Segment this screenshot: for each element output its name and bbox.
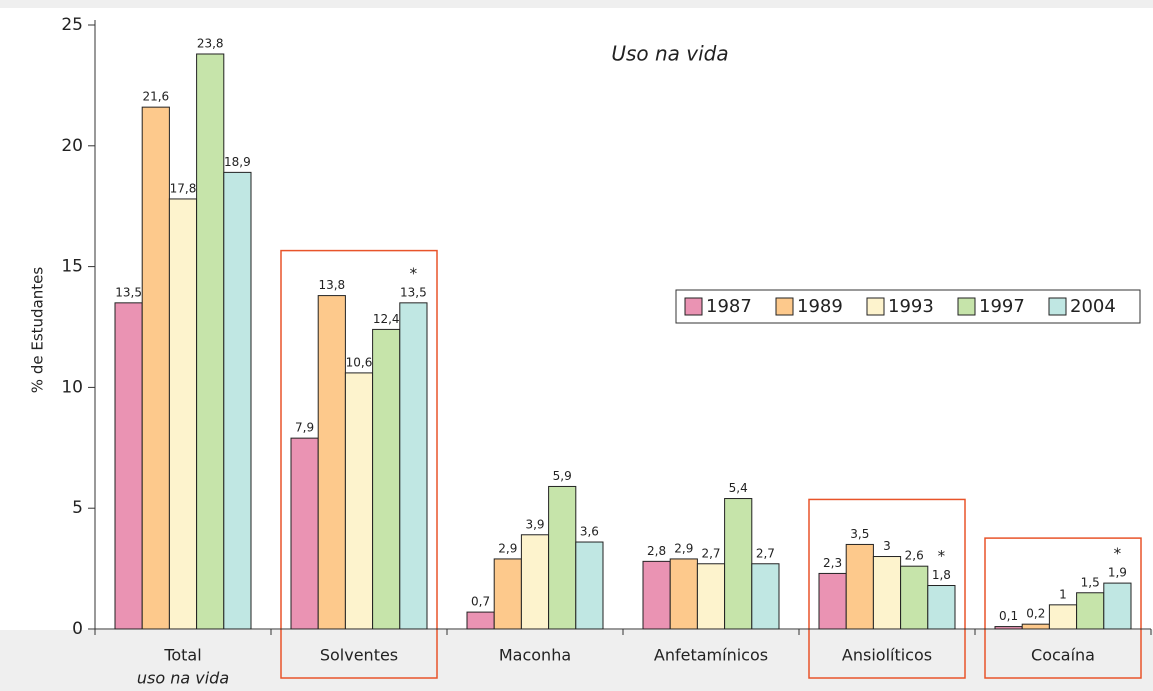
bar bbox=[900, 565, 929, 630]
note-marker: * bbox=[1114, 545, 1122, 563]
bar bbox=[466, 611, 495, 630]
bar bbox=[994, 626, 1023, 630]
bar bbox=[1103, 582, 1132, 630]
value-label: 2,8 bbox=[647, 544, 666, 558]
value-label: 7,9 bbox=[295, 421, 314, 435]
legend-label: 1997 bbox=[979, 296, 1025, 317]
legend-swatch bbox=[957, 297, 976, 316]
value-label: 3,6 bbox=[580, 525, 599, 539]
value-label: 3,9 bbox=[525, 517, 544, 531]
y-tick-label: 25 bbox=[61, 15, 83, 35]
value-label: 5,4 bbox=[729, 481, 748, 495]
bar bbox=[1021, 623, 1050, 630]
value-label: 17,8 bbox=[170, 181, 197, 195]
y-tick-label: 10 bbox=[61, 377, 83, 397]
value-label: 1 bbox=[1059, 587, 1067, 601]
bar bbox=[196, 53, 225, 630]
x-tick-label: Solventes bbox=[320, 646, 398, 665]
y-tick-label: 20 bbox=[61, 136, 83, 156]
value-label: 12,4 bbox=[373, 312, 400, 326]
bar bbox=[872, 556, 902, 630]
bar bbox=[751, 563, 780, 630]
bar bbox=[493, 558, 522, 630]
x-tick-label: Ansiolíticos bbox=[842, 646, 932, 665]
x-tick-label: Cocaína bbox=[1031, 646, 1095, 665]
y-tick-label: 15 bbox=[61, 257, 83, 277]
legend-label: 1993 bbox=[888, 296, 934, 317]
bar bbox=[845, 543, 874, 630]
bar bbox=[642, 560, 671, 630]
value-label: 5,9 bbox=[553, 469, 572, 483]
highlight-box bbox=[280, 249, 438, 679]
bar bbox=[575, 541, 604, 630]
note-marker: * bbox=[938, 547, 946, 565]
x-tick-label: Maconha bbox=[499, 646, 571, 665]
x-tick-label: Total bbox=[163, 646, 201, 665]
highlight-box bbox=[808, 498, 966, 679]
legend-label: 1987 bbox=[706, 296, 752, 317]
value-label: 1,5 bbox=[1081, 575, 1100, 589]
chart-title: Uso na vida bbox=[611, 42, 728, 66]
legend-swatch bbox=[775, 297, 794, 316]
value-label: 3,5 bbox=[850, 527, 869, 541]
legend-label: 2004 bbox=[1070, 296, 1116, 317]
legend-label: 1989 bbox=[797, 296, 843, 317]
value-label: 3 bbox=[883, 539, 891, 553]
bar bbox=[399, 302, 428, 630]
value-label: 1,8 bbox=[932, 568, 951, 582]
bar bbox=[317, 295, 346, 630]
legend-swatch bbox=[1048, 297, 1067, 316]
value-label: 2,3 bbox=[823, 556, 842, 570]
value-label: 2,7 bbox=[701, 546, 720, 560]
bar bbox=[372, 328, 401, 630]
bar bbox=[223, 171, 252, 630]
value-label: 0,7 bbox=[471, 595, 490, 609]
y-axis-label: % de Estudantes bbox=[29, 267, 47, 394]
bar bbox=[669, 558, 698, 630]
highlight-box bbox=[984, 537, 1142, 679]
value-label: 13,8 bbox=[318, 278, 345, 292]
x-tick-label: Anfetamínicos bbox=[654, 646, 768, 665]
bar bbox=[168, 198, 198, 630]
value-label: 13,5 bbox=[115, 285, 142, 299]
x-tick-sublabel: uso na vida bbox=[137, 669, 229, 688]
value-label: 18,9 bbox=[224, 155, 251, 169]
y-tick-label: 0 bbox=[72, 619, 83, 639]
value-label: 2,9 bbox=[498, 541, 517, 555]
bar bbox=[114, 302, 143, 630]
value-label: 21,6 bbox=[142, 90, 169, 104]
bar bbox=[344, 372, 374, 630]
value-label: 13,5 bbox=[400, 285, 427, 299]
legend-swatch bbox=[684, 297, 703, 316]
bar bbox=[696, 563, 726, 630]
y-tick-label: 5 bbox=[72, 498, 83, 518]
value-label: 2,7 bbox=[756, 546, 775, 560]
value-label: 0,1 bbox=[999, 609, 1018, 623]
value-label: 2,6 bbox=[905, 549, 924, 563]
bar bbox=[724, 498, 753, 630]
bar bbox=[927, 585, 956, 630]
bar bbox=[290, 437, 319, 630]
bar bbox=[141, 106, 170, 630]
value-label: 2,9 bbox=[674, 541, 693, 555]
value-label: 10,6 bbox=[346, 355, 373, 369]
bar bbox=[1076, 592, 1105, 630]
note-marker: * bbox=[410, 264, 418, 282]
bar bbox=[818, 572, 847, 630]
value-label: 23,8 bbox=[197, 36, 224, 50]
bar bbox=[520, 534, 550, 630]
legend-swatch bbox=[866, 297, 885, 316]
bar bbox=[548, 485, 577, 630]
value-label: 0,2 bbox=[1026, 607, 1045, 621]
value-label: 1,9 bbox=[1108, 566, 1127, 580]
bar bbox=[1048, 604, 1078, 630]
